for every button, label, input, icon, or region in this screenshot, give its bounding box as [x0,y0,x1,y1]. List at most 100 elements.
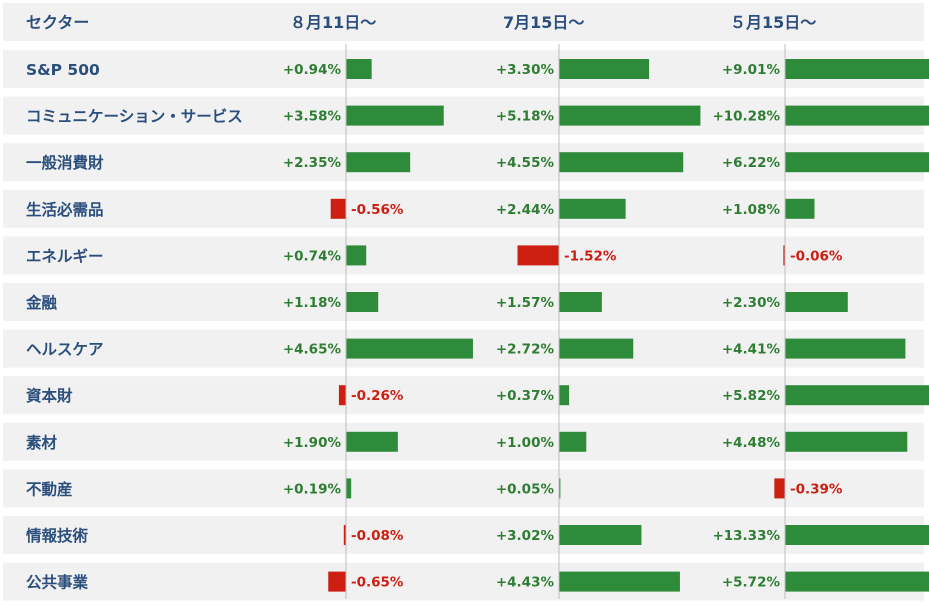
bar [338,385,346,406]
row-background [3,469,924,508]
bar [346,105,444,126]
row-background [3,283,924,321]
data-label: +1.08% [722,202,781,218]
data-label: +6.22% [722,155,781,171]
row-background [3,189,924,228]
bar [328,571,346,592]
bar [343,525,346,545]
data-label: +13.33% [712,528,780,544]
sector-name: 金融 [25,293,58,312]
bar [330,198,346,219]
bar [785,338,906,359]
sector-name: S&P 500 [26,61,100,79]
sector-row: ヘルスケア +4.65% +2.72% +4.41% [3,329,924,368]
data-label: +4.43% [496,575,555,591]
bar [346,152,411,173]
data-label: +0.94% [283,62,342,78]
bar [785,105,929,126]
period-header-3: ５月15日～ [730,13,816,32]
sector-row: 金融 +1.18% +1.57% +2.30% [3,283,924,321]
bar [785,59,929,79]
bar [559,571,680,592]
data-label: +4.41% [722,342,781,358]
sector-column-header: セクター [26,13,89,32]
bar [785,152,929,173]
bar [346,59,372,79]
sector-row: S&P 500 +0.94% +3.30% +9.01% [3,50,929,88]
data-label: -0.06% [790,248,843,264]
bar [559,431,587,452]
data-label: +9.01% [722,62,781,78]
sector-row: 生活必需品 -0.56% +2.44% +1.08% [3,189,924,228]
zero-axis-lines [345,44,786,599]
data-label: -0.26% [351,388,404,404]
data-label: -0.65% [351,575,404,591]
sector-row: 不動産 +0.19% +0.05% -0.39% [3,469,924,508]
row-background [3,562,924,601]
row-background [3,236,924,275]
sector-name: 情報技術 [26,526,89,545]
data-label: -0.08% [351,528,404,544]
data-label: +10.28% [712,109,780,125]
bar [346,431,398,452]
data-label: +2.35% [283,155,342,171]
row-background [3,376,924,415]
bar [785,198,815,219]
bar [559,152,684,173]
data-label: +0.19% [283,481,342,497]
data-label: -0.56% [351,202,404,218]
sector-name: コミュニケーション・サービス [26,108,243,126]
data-label: +3.30% [496,62,555,78]
sector-name: ヘルスケア [26,341,104,359]
bar [783,245,785,266]
sector-name: エネルギー [26,247,104,265]
sector-row: コミュニケーション・サービス +3.58% +5.18% +10.28% [3,96,929,135]
bar [785,525,929,545]
data-label: +5.82% [722,388,781,404]
period-header-2: 7月15日～ [503,13,584,32]
data-label: -1.52% [564,248,617,264]
data-label: +3.02% [496,528,555,544]
sector-row: 資本財 -0.26% +0.37% +5.82% [3,376,929,415]
data-label: +4.55% [496,155,555,171]
data-label: +1.57% [496,295,555,311]
row-background [3,50,924,88]
bar [559,292,602,312]
data-label: +2.72% [496,342,555,358]
bar [517,245,559,266]
data-label: +5.18% [496,109,555,125]
bar [785,292,848,312]
row-background [3,516,924,554]
sector-name: 一般消費財 [26,153,104,172]
data-label: +5.72% [722,575,781,591]
bar [346,292,379,312]
bar [559,198,626,219]
header-row-background [3,3,924,41]
data-label: +0.05% [496,481,555,497]
data-label: +0.37% [496,388,555,404]
data-label: +4.65% [283,342,342,358]
sector-name: 素材 [26,433,58,452]
row-background [3,422,924,461]
row-background [3,96,924,135]
bar [346,478,352,499]
sector-name: 公共事業 [26,573,89,592]
sector-name: 資本財 [26,386,73,405]
row-background [3,143,924,182]
data-label: +2.30% [722,295,781,311]
data-label: -0.39% [790,481,843,497]
bar [559,338,634,359]
bar [774,478,785,499]
sector-row: 公共事業 -0.65% +4.43% +5.72% [3,562,929,601]
sector-name: 生活必需品 [26,200,104,219]
bar [785,385,929,406]
sector-row: 素材 +1.90% +1.00% +4.48% [3,422,924,461]
bar [559,105,701,126]
bar [346,338,473,359]
sector-name: 不動産 [26,479,73,498]
data-label: +0.74% [283,248,342,264]
data-label: +1.90% [283,435,342,451]
bar [559,385,570,406]
data-label: +4.48% [722,435,781,451]
